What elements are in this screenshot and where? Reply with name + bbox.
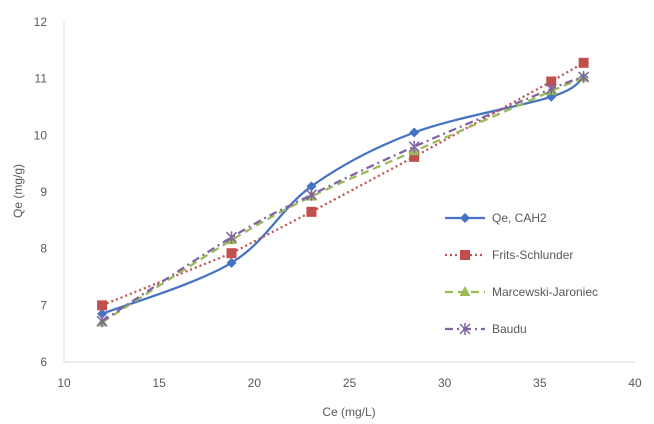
- legend-item-qe-cah2: Qe, CAH2: [445, 211, 547, 225]
- x-tick-label: 10: [57, 376, 71, 390]
- data-point-baudu: [578, 70, 590, 83]
- y-tick-label: 8: [40, 242, 47, 256]
- y-tick-label: 6: [40, 355, 47, 369]
- data-point-frits-schlunder: [409, 151, 420, 162]
- legend-label: Marcewski-Jaroniec: [492, 285, 598, 299]
- data-point-frits-schlunder: [226, 248, 237, 259]
- data-point-baudu: [545, 82, 557, 95]
- x-tick-label: 25: [343, 376, 357, 390]
- data-point-qe-cah2: [97, 308, 108, 319]
- series-line-frits-schlunder: [101, 61, 585, 307]
- data-point-qe-cah2: [409, 127, 420, 138]
- data-point-baudu: [96, 315, 108, 328]
- legend-label: Frits-Schlunder: [492, 248, 573, 262]
- plot-area: [96, 57, 590, 328]
- x-tick-label: 20: [248, 376, 262, 390]
- x-tick-label: 30: [438, 376, 452, 390]
- legend-item-frits-schlunder: Frits-Schlunder: [445, 248, 573, 262]
- legend-label: Qe, CAH2: [492, 211, 547, 225]
- data-point-frits-schlunder: [97, 300, 108, 311]
- x-tick-label: 35: [533, 376, 547, 390]
- x-tick-label: 40: [628, 376, 642, 390]
- data-point-frits-schlunder: [578, 57, 589, 68]
- data-point-baudu: [305, 188, 317, 201]
- data-point-baudu: [408, 140, 420, 153]
- y-tick-label: 9: [40, 185, 47, 199]
- legend-item-baudu: Baudu: [445, 322, 527, 336]
- x-axis-title: Ce (mg/L): [322, 405, 375, 419]
- data-point-qe-cah2: [226, 257, 237, 268]
- data-point-baudu: [225, 231, 238, 244]
- legend-marker: [459, 286, 471, 296]
- x-tick-label: 15: [152, 376, 166, 390]
- series-line-qe-cah2: [101, 76, 585, 315]
- legend: Qe, CAH2 Frits-Schlunder Marcewski-Jaronie…: [445, 211, 598, 336]
- series-line-marcewski-jaroniec: [101, 76, 585, 324]
- legend-label: Baudu: [492, 322, 527, 336]
- data-point-frits-schlunder: [546, 76, 557, 87]
- axes: 10 15 20 25 30 35 40 6 7 8 9 10 11 12: [34, 15, 642, 390]
- legend-item-marcewski-jaroniec: Marcewski-Jaroniec: [445, 285, 598, 299]
- y-axis-title: Qe (mg/g): [11, 164, 25, 218]
- legend-marker: [460, 213, 470, 223]
- legend-marker: [459, 323, 471, 335]
- data-point-frits-schlunder: [306, 206, 317, 217]
- legend-marker: [460, 250, 470, 260]
- data-point-qe-cah2: [306, 181, 317, 192]
- y-tick-label: 10: [34, 128, 48, 142]
- y-tick-label: 12: [34, 15, 48, 29]
- y-tick-label: 7: [40, 298, 47, 312]
- y-tick-label: 11: [35, 72, 48, 86]
